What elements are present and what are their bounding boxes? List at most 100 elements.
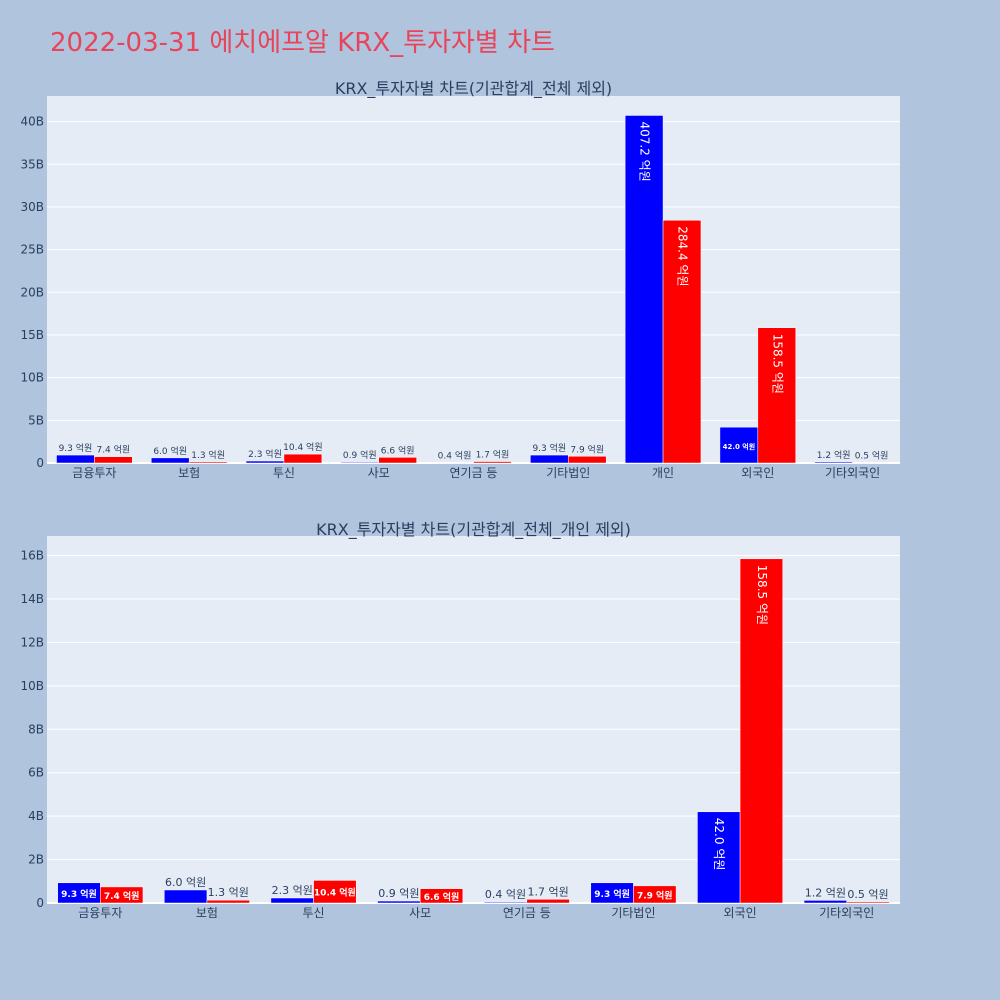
bar-data-label: 158.5 억원: [770, 334, 784, 394]
bar: [803, 900, 847, 904]
bar-data-label: 1.3 억원: [191, 449, 225, 461]
bar-data-label: 6.0 억원: [153, 445, 187, 457]
bar: [245, 460, 285, 464]
bar-data-label: 10.4 억원: [283, 441, 322, 453]
bar-data-label: 6.6 억원: [381, 444, 415, 456]
bar: [568, 456, 607, 464]
x-tick-label: 보험: [196, 906, 218, 920]
y-tick-label: 5B: [28, 413, 44, 427]
bar: [56, 454, 95, 464]
y-tick-label: 8B: [28, 722, 44, 736]
bar: [340, 461, 379, 464]
bar-data-label: 284.4 억원: [676, 226, 690, 286]
x-tick-label: 기타법인: [611, 906, 655, 920]
bar: [419, 888, 464, 904]
bar-data-label: 2.3 억원: [272, 884, 313, 897]
bar: [94, 456, 133, 464]
bar: [814, 461, 853, 464]
bar: [624, 115, 664, 464]
x-tick-label: 연기금 등: [450, 466, 498, 480]
x-tick-label: 투신: [273, 466, 295, 480]
bar-data-label: 2.3 억원: [248, 448, 282, 460]
chart-2: 0 2B 4B 6B 8B 10B 12B 14B 16B KRX_투자자별 차트(기관합계_전체…: [20, 520, 900, 920]
y-tick-label: 0: [36, 896, 44, 910]
bar-data-label: 7.9 억원: [570, 443, 604, 455]
y-tick-label: 2B: [28, 853, 44, 867]
y-tick-label: 4B: [28, 809, 44, 823]
y-tick-label: 10B: [20, 679, 44, 693]
x-tick-label: 외국인: [724, 906, 757, 920]
y-tick-label: 12B: [20, 635, 44, 649]
chart-title: KRX_투자자별 차트(기관합계_전체_개인 제외): [316, 520, 631, 540]
x-tick-label: 보험: [178, 466, 200, 480]
bar-data-label: 0.4 억원: [485, 888, 526, 901]
bar-data-label: 9.3 억원: [61, 888, 97, 900]
bar: [662, 220, 702, 464]
bar: [846, 901, 890, 904]
bar: [852, 462, 891, 464]
bar-data-label: 6.0 억원: [165, 876, 206, 889]
bar-data-label: 158.5 억원: [755, 565, 769, 625]
bar-data-label: 6.6 억원: [424, 891, 460, 903]
bar: [270, 897, 314, 904]
bar-data-label: 0.4 억원: [438, 450, 472, 462]
y-tick-label: 16B: [20, 549, 44, 563]
x-tick-label: 기타외국인: [825, 466, 880, 480]
y-tick-label: 25B: [20, 243, 44, 257]
y-tick-label: 15B: [20, 328, 44, 342]
x-tick-label: 사모: [368, 466, 390, 480]
bar-data-label: 42.0 억원: [712, 818, 726, 871]
y-tick-label: 35B: [20, 157, 44, 171]
bar: [100, 886, 144, 904]
bar-data-label: 0.5 억원: [855, 450, 889, 462]
bar: [164, 889, 208, 904]
bar-data-label: 0.9 억원: [378, 887, 419, 900]
bar-data-label: 10.4 억원: [314, 887, 356, 899]
bar-data-label: 7.4 억원: [96, 444, 130, 456]
bar-data-label: 9.3 억원: [59, 442, 93, 454]
bar: [526, 899, 570, 904]
bar: [151, 457, 190, 464]
chart-1: 0 5B 10B 15B 20B 25B 30B 35B 40B KRX_투자자별 차트(기관합계…: [20, 79, 900, 480]
bar: [719, 426, 759, 464]
bar-data-label: 9.3 억원: [594, 888, 630, 900]
bar: [473, 461, 512, 464]
bar: [313, 880, 357, 904]
bar: [633, 885, 677, 904]
x-tick-label: 기타법인: [546, 466, 590, 480]
x-tick-label: 투신: [303, 906, 325, 920]
bar: [377, 900, 421, 904]
bar: [188, 461, 228, 464]
bar-data-label: 1.7 억원: [476, 449, 510, 461]
x-tick-label: 연기금 등: [503, 906, 551, 920]
bar-data-label: 0.9 억원: [343, 449, 377, 461]
bar: [206, 899, 250, 904]
x-tick-label: 기타외국인: [819, 906, 874, 920]
y-tick-label: 0: [36, 456, 44, 470]
y-tick-label: 14B: [20, 592, 44, 606]
x-tick-label: 금융투자: [72, 466, 116, 480]
y-tick-label: 30B: [20, 200, 44, 214]
bar-data-label: 9.3 억원: [532, 442, 566, 454]
bar: [739, 558, 783, 904]
bar-data-label: 7.4 억원: [104, 890, 140, 902]
bar: [435, 462, 474, 464]
bar-data-label: 407.2 억원: [638, 121, 652, 181]
bar-data-label: 1.3 억원: [208, 886, 249, 899]
y-tick-label: 6B: [28, 766, 44, 780]
y-tick-label: 20B: [20, 285, 44, 299]
page-title: 2022-03-31 에치에프알 KRX_투자자별 차트: [50, 28, 555, 58]
y-tick-label: 10B: [20, 371, 44, 385]
bar: [757, 327, 796, 464]
bar: [283, 453, 323, 464]
bar: [483, 901, 528, 904]
x-tick-label: 금융투자: [78, 906, 122, 920]
y-tick-label: 40B: [20, 115, 44, 129]
bar-data-label: 1.2 억원: [805, 886, 846, 899]
bar-data-label: 7.9 억원: [637, 889, 673, 901]
x-tick-label: 개인: [652, 466, 674, 480]
bar-data-label: 42.0 억원: [723, 442, 756, 451]
chart-title: KRX_투자자별 차트(기관합계_전체 제외): [335, 79, 612, 99]
bar: [378, 457, 417, 464]
